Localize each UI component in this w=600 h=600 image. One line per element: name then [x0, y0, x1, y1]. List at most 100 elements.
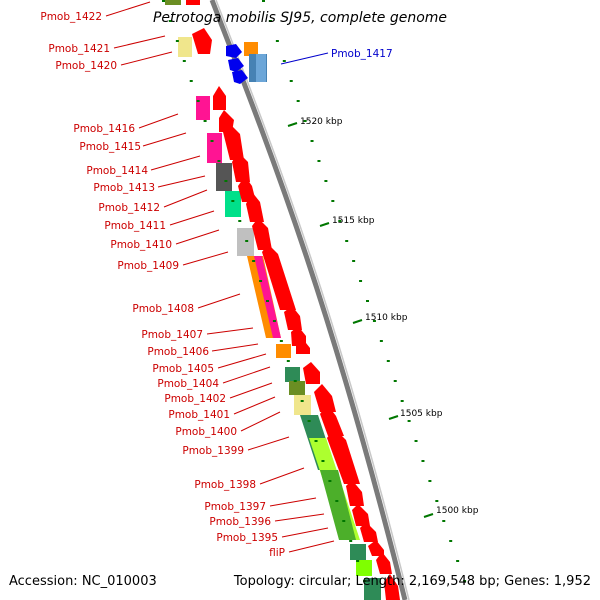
scale-tick-label: 1515 kbp [332, 216, 375, 226]
tick-dot [314, 440, 318, 442]
gene-label[interactable]: Pmob_1411 [104, 220, 166, 232]
tick-dot [400, 400, 404, 402]
accession-label: Accession: NC_010003 [9, 574, 157, 589]
gene-label[interactable]: Pmob_1400 [175, 426, 237, 438]
tick-dot [182, 60, 186, 62]
tick-dot [231, 200, 235, 202]
tick-dot [442, 520, 446, 522]
gene-label[interactable]: fliP [269, 547, 285, 559]
tick-dot [363, 580, 367, 582]
gene-label[interactable]: Pmob_1413 [93, 182, 155, 194]
tick-dots [162, 0, 467, 582]
tick-dot [210, 140, 214, 142]
genome-title: Petrotoga mobilis SJ95, complete genome [152, 10, 448, 26]
tick-dot [303, 120, 307, 122]
gene-label[interactable]: Pmob_1402 [164, 393, 226, 405]
gene-label[interactable]: Pmob_1399 [182, 445, 244, 457]
scale-tick-label: 1505 kbp [400, 409, 443, 419]
topology-label: Topology: circular; Length: 2,169,548 bp… [233, 574, 591, 589]
gene-label[interactable]: Pmob_1396 [209, 516, 271, 528]
tick-dot [224, 180, 228, 182]
tick-dot [349, 540, 353, 542]
gene-label[interactable]: Pmob_1395 [216, 532, 278, 544]
tick-dot [296, 100, 300, 102]
gene-label[interactable]: Pmob_1398 [194, 479, 256, 491]
gene-label[interactable]: Pmob_1416 [73, 123, 135, 135]
tick-dot [279, 340, 283, 342]
gene-label[interactable]: Pmob_1421 [48, 43, 110, 55]
gene-label[interactable]: Pmob_1408 [132, 303, 194, 315]
tick-dot [203, 120, 207, 122]
tick-dot [345, 240, 349, 242]
tick-dot [359, 280, 363, 282]
tick-dot [310, 140, 314, 142]
gene-label[interactable]: Pmob_1420 [55, 60, 117, 72]
tick-dot [372, 320, 376, 322]
tick-dot [338, 220, 342, 222]
gene-label[interactable]: Pmob_1422 [40, 11, 102, 23]
tick-dot [293, 380, 297, 382]
tick-dot [252, 260, 256, 262]
tick-dot [286, 360, 290, 362]
gene-label[interactable]: Pmob_1409 [117, 260, 179, 272]
tick-dot [162, 0, 165, 2]
tick-dot [335, 500, 339, 502]
tick-dot [435, 500, 439, 502]
gene-label[interactable]: Pmob_1415 [79, 141, 141, 153]
tick-dot [282, 60, 286, 62]
tick-dot [456, 560, 460, 562]
tick-dot [342, 520, 346, 522]
tick-dot [428, 480, 432, 482]
tick-dot [238, 220, 242, 222]
gene-label[interactable]: Pmob_1401 [168, 409, 230, 421]
gene-leader-lines [105, 1, 335, 553]
tick-dot [324, 180, 328, 182]
tick-dot [407, 420, 411, 422]
tick-dot [245, 240, 249, 242]
cog-feature-track [165, 0, 381, 600]
gene-label[interactable]: Pmob_1405 [152, 363, 214, 375]
tick-dot [259, 280, 263, 282]
tick-dot [463, 580, 467, 582]
tick-dot [189, 80, 193, 82]
tick-dot [168, 20, 172, 22]
tick-dot [268, 20, 272, 22]
tick-dot [366, 300, 369, 302]
tick-dot [196, 100, 200, 102]
gene-label[interactable]: Pmob_1406 [147, 346, 209, 358]
tick-dot [352, 260, 356, 262]
gene-label[interactable]: Pmob_1414 [86, 165, 148, 177]
tick-dot [379, 340, 383, 342]
scale-tick-label: 1500 kbp [436, 506, 479, 516]
scale-tick-label: 1510 kbp [365, 313, 408, 323]
tick-dot [272, 320, 276, 322]
tick-dot [331, 200, 335, 202]
tick-dot [449, 540, 453, 542]
highlight-gene-label[interactable]: Pmob_1417 [331, 48, 393, 60]
gene-label[interactable]: Pmob_1404 [157, 378, 219, 390]
gene-label[interactable]: Pmob_1407 [141, 329, 203, 341]
tick-dot [217, 160, 221, 162]
highlight-leader-line [280, 52, 329, 65]
tick-dot [321, 460, 325, 462]
tick-dot [386, 360, 390, 362]
tick-dot [289, 80, 293, 82]
tick-dot [175, 40, 179, 42]
tick-dot [262, 0, 265, 2]
tick-dot [275, 40, 279, 42]
tick-dot [317, 160, 321, 162]
gene-label[interactable]: Pmob_1410 [110, 239, 172, 251]
tick-dot [414, 440, 418, 442]
scale-tick-label: 1520 kbp [300, 117, 343, 127]
tick-dot [393, 380, 397, 382]
gene-labels: Pmob_1422 Pmob_1421 Pmob_1420 Pmob_1416 … [40, 11, 285, 559]
tick-dot [300, 400, 304, 402]
tick-dot [328, 480, 332, 482]
red-feature-track [186, 0, 400, 600]
gene-label[interactable]: Pmob_1412 [98, 202, 160, 214]
tick-dot [307, 420, 311, 422]
gene-label[interactable]: Pmob_1397 [204, 501, 266, 513]
tick-dot [356, 560, 360, 562]
scale-ticks: 1520 kbp 1515 kbp 1510 kbp 1505 kbp 1500… [287, 117, 479, 518]
